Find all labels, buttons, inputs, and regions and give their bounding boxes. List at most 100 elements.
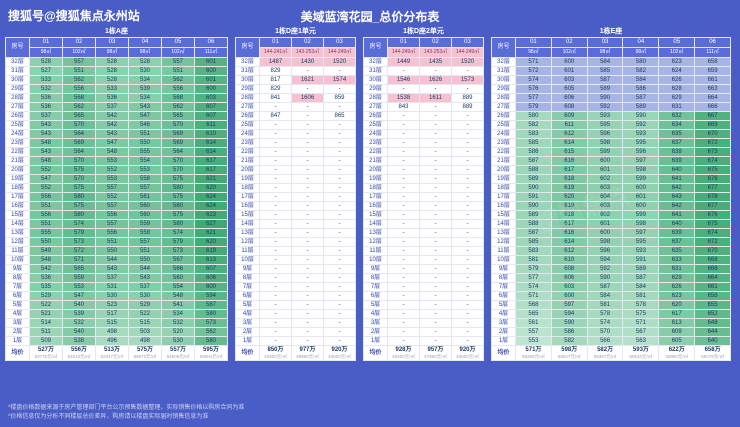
avg-value: 850万 [267,347,284,353]
price-cell: - [291,174,324,184]
floor-label: 24层 [491,129,516,139]
price-cell: 1520 [451,57,484,67]
price-cell: - [259,282,292,292]
price-cell: - [419,246,452,256]
price-cell: 565 [515,309,552,319]
price-cell: 620 [550,192,588,202]
table-row: 32层 1449 1435 1520 [363,57,484,67]
price-cell: - [323,165,356,175]
price-cell: 553 [515,336,552,346]
price-cell: 602 [586,210,624,220]
price-cell: - [291,201,324,211]
floor-label: 9层 [491,264,516,274]
table-row: 16层 551 575 557 560 580 624 [5,201,228,211]
avg-unit-price: 60510元/㎡ [629,354,653,359]
floor-label: 1层 [235,336,260,346]
price-cell: 522 [29,300,63,310]
price-cell: 528 [95,57,129,67]
price-cell: 673 [694,147,731,157]
floor-label: 19层 [5,174,30,184]
size-header: 98㎡ [95,47,129,58]
price-cell: 551 [62,66,96,76]
price-cell: 666 [694,102,731,112]
price-cell: 603 [194,93,228,103]
size-header: 102㎡ [161,47,195,58]
price-cell: 580 [515,111,552,121]
price-cell: 608 [550,264,588,274]
table-row: 24层 583 612 596 593 635 670 [491,129,731,139]
price-cell: 562 [194,327,228,337]
avg-value: 977万 [299,347,316,353]
avg-value: 928万 [395,347,412,353]
size-header: 102㎡ [550,47,588,58]
price-cell: - [387,138,420,148]
price-cell: 577 [515,273,552,283]
price-cell: 551 [161,66,195,76]
price-cell: 675 [694,219,731,229]
price-cell: - [419,291,452,301]
price-cell: 548 [161,291,195,301]
price-cell: - [387,165,420,175]
table-block-e: 1栋E座 房号 01 02 03 04 05 06 98㎡ 102㎡ 98㎡ 98㎡ 102㎡ 111㎡ 3… [491,26,731,361]
table-row: 10层 581 610 594 591 633 668 [491,255,731,265]
floor-label: 14层 [363,219,388,229]
floor-label: 21层 [363,156,388,166]
price-cell: - [323,309,356,319]
floor-label: 4层 [5,309,30,319]
floor-label: 32层 [235,57,260,67]
price-cell: 843 [387,102,420,112]
price-cell: 556 [29,210,63,220]
price-cell: - [419,255,452,265]
price-cell: - [451,120,484,130]
price-cell: 587 [515,228,552,238]
price-cell: 619 [550,183,588,193]
price-cell: 568 [62,93,96,103]
price-cell: - [259,237,292,247]
price-cell: 556 [95,210,129,220]
price-cell: - [323,183,356,193]
price-cell: - [323,129,356,139]
floor-label: 4层 [235,309,260,319]
price-cell: 678 [694,192,731,202]
price-cell: 589 [515,174,552,184]
price-cell: 574 [62,219,96,229]
price-cell: 623 [658,291,696,301]
price-cell: 580 [161,183,195,193]
price-cell: 598 [622,219,660,229]
avg-value: 920万 [459,347,476,353]
price-cell: 554 [128,156,162,166]
price-cell: - [419,138,452,148]
price-cell: 859 [323,93,356,103]
price-cell: 570 [161,156,195,166]
tables-container: 1栋A座 房号 01 02 03 04 05 06 98㎡ 102㎡ 98㎡ 98㎡ 102㎡ 111㎡ 3… [0,24,740,361]
floor-label: 10层 [363,255,388,265]
price-cell: - [259,255,292,265]
price-cell: - [387,129,420,139]
price-cell: - [451,300,484,310]
price-cell: 528 [29,57,63,67]
price-cell: 568 [161,93,195,103]
avg-value: 598万 [561,347,578,353]
price-cell: 530 [161,336,195,346]
floor-label: 8层 [5,273,30,283]
price-cell: 587 [622,273,660,283]
price-cell: - [259,309,292,319]
price-cell: 628 [658,84,696,94]
price-cell: 539 [62,309,96,319]
price-cell: 582 [622,66,660,76]
price-cell: 631 [658,102,696,112]
size-header: 111㎡ [194,47,228,58]
price-cell: 534 [161,309,195,319]
table-row: 6层 571 600 584 581 623 658 [491,291,731,301]
price-cell: - [451,219,484,229]
price-cell: 663 [694,84,731,94]
price-cell: 669 [694,120,731,130]
price-cell: 571 [62,255,96,265]
price-cell: 613 [658,318,696,328]
price-cell: - [291,336,324,346]
floor-label: 15层 [5,210,30,220]
price-cell: - [323,255,356,265]
floor-label: 1层 [491,336,516,346]
column-header: 03 [95,37,129,48]
price-cell: 577 [515,93,552,103]
